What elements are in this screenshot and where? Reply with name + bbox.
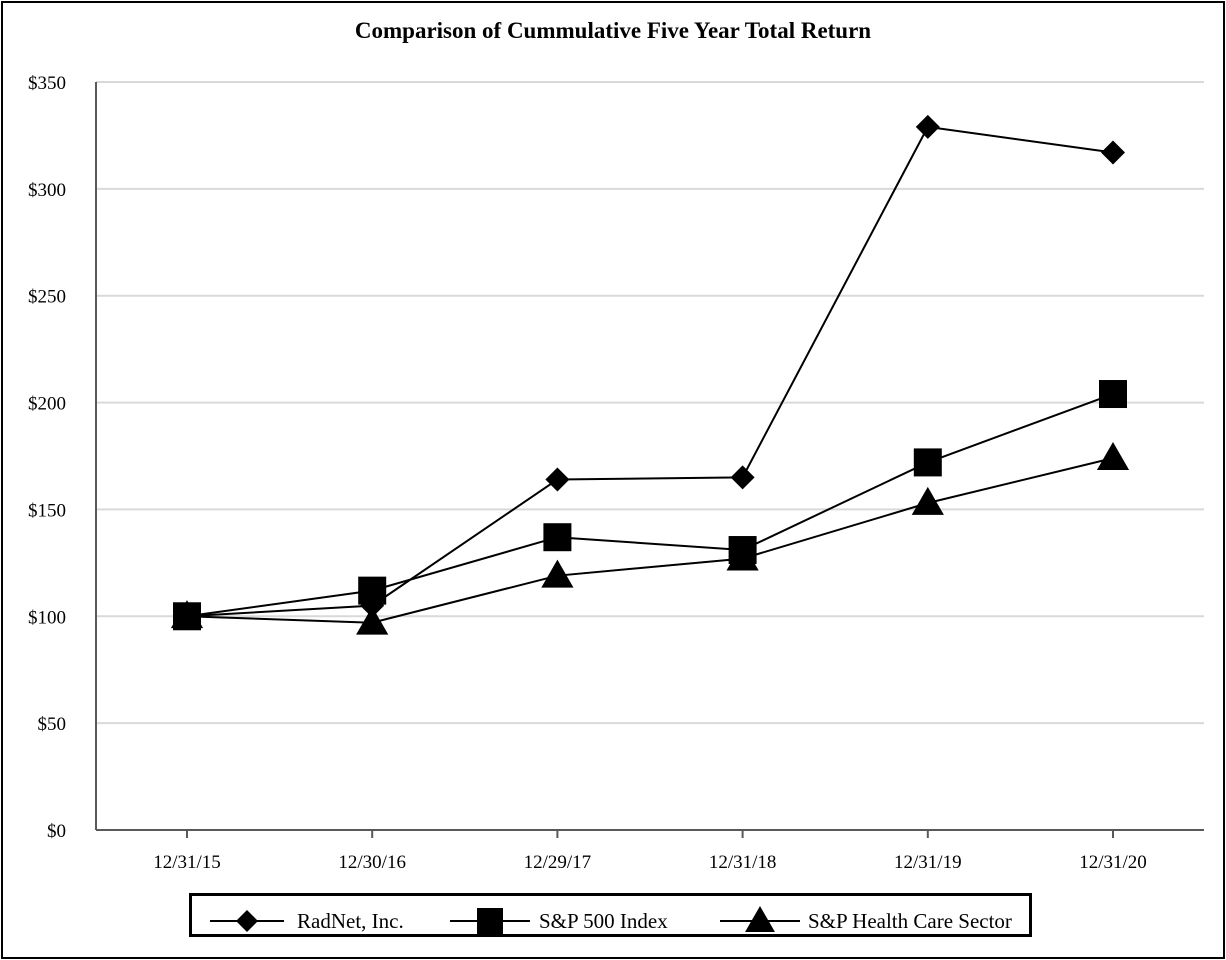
chart-title: Comparison of Cummulative Five Year Tota… bbox=[354, 18, 872, 43]
series-line-square bbox=[186, 393, 1114, 618]
x-tick-label: 12/29/17 bbox=[524, 852, 592, 873]
y-tick-label: $250 bbox=[28, 287, 66, 308]
series-line-diamond bbox=[186, 125, 1114, 618]
data-point-diamond bbox=[545, 467, 570, 492]
data-point-triangle bbox=[541, 559, 574, 588]
chart-legend: RadNet, Inc. S&P 500 Index S&P Health Care… bbox=[189, 893, 1032, 937]
y-tick-label: $0 bbox=[47, 821, 66, 842]
legend-marker-diamond bbox=[236, 910, 258, 932]
data-point-diamond bbox=[730, 465, 755, 490]
legend-svg: RadNet, Inc. S&P 500 Index S&P Health Care… bbox=[210, 906, 1012, 934]
y-tick-label: $100 bbox=[28, 607, 66, 628]
data-point-triangle bbox=[170, 600, 204, 629]
y-tick-label: $300 bbox=[28, 180, 66, 201]
legend-label: S&P 500 Index bbox=[539, 909, 668, 933]
x-tick-label: 12/31/15 bbox=[153, 852, 221, 873]
y-tick-label: $50 bbox=[38, 714, 67, 735]
x-tick-label: 12/31/18 bbox=[709, 852, 777, 873]
data-point-square bbox=[913, 448, 942, 477]
y-tick-label: $350 bbox=[28, 73, 66, 94]
data-point-triangle bbox=[726, 542, 759, 571]
series-line-triangle bbox=[186, 457, 1114, 624]
legend-marker-triangle bbox=[745, 906, 775, 933]
x-tick-label: 12/31/19 bbox=[894, 852, 962, 873]
x-tick-label: 12/30/16 bbox=[338, 852, 406, 873]
legend-label: RadNet, Inc. bbox=[297, 909, 404, 933]
y-tick-label: $200 bbox=[28, 394, 66, 415]
y-tick-label: $150 bbox=[28, 500, 66, 521]
data-point-triangle bbox=[1096, 442, 1130, 471]
line-chart: $0 $50 $100 $150 $200 $250 $300 $350 12/31/15 12/… bbox=[28, 73, 1204, 873]
x-tick-label: 12/31/20 bbox=[1079, 852, 1147, 873]
data-point-diamond bbox=[915, 114, 940, 139]
legend-label: S&P Health Care Sector bbox=[808, 909, 1012, 933]
data-point-diamond bbox=[1101, 140, 1125, 165]
data-point-triangle bbox=[911, 486, 944, 515]
data-point-triangle bbox=[356, 606, 389, 635]
data-point-square bbox=[1099, 380, 1127, 409]
data-point-square bbox=[358, 576, 387, 605]
legend-marker-square bbox=[477, 908, 503, 934]
data-point-square bbox=[543, 523, 572, 552]
